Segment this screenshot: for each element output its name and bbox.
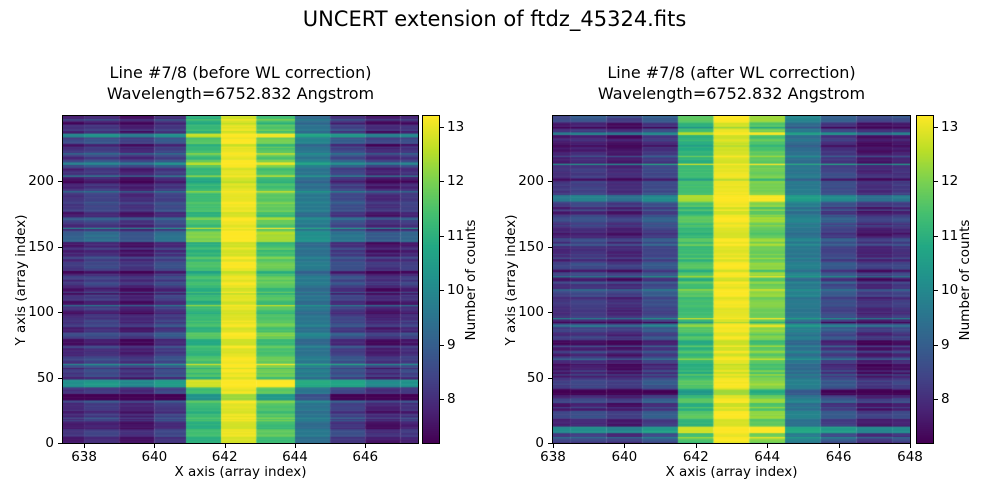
y-tick-label: 200	[28, 173, 54, 190]
y-tick-mark	[548, 246, 552, 248]
y-tick-label: 150	[28, 238, 54, 255]
y-tick-mark	[58, 246, 62, 248]
x-tick-label: 642	[682, 449, 709, 465]
x-tick-label: 646	[352, 449, 379, 465]
colorbar-label: Number of counts	[957, 219, 973, 340]
colorbar-tick-mark	[440, 399, 444, 401]
x-tick-mark	[910, 444, 911, 448]
colorbar-tick-mark	[934, 235, 938, 237]
y-tick-label: 50	[36, 369, 54, 386]
y-tick-mark	[548, 377, 552, 379]
colorbar-tick-label: 13	[447, 118, 465, 135]
x-tick-label: 642	[211, 449, 238, 465]
figure-title: UNCERT extension of ftdz_45324.fits	[302, 7, 687, 31]
x-tick-label: 638	[71, 449, 97, 465]
subplot-title-line1: Line #7/8 (after WL correction)	[607, 63, 856, 82]
y-axis-label: Y axis (array index)	[503, 213, 519, 346]
x-tick-label: 644	[754, 449, 781, 465]
colorbar-tick-mark	[440, 235, 444, 237]
subplot-title: Line #7/8 (after WL correction) Waveleng…	[598, 62, 865, 104]
subplot-title-line2: Wavelength=6752.832 Angstrom	[106, 84, 375, 103]
heatmap-canvas	[63, 116, 418, 443]
colorbar-tick-label: 13	[941, 118, 959, 135]
colorbar-tick-label: 12	[941, 173, 959, 190]
subplot-title-line1: Line #7/8 (before WL correction)	[109, 63, 372, 82]
y-tick-mark	[548, 312, 552, 314]
y-tick-mark	[58, 312, 62, 314]
colorbar-border	[422, 115, 440, 444]
colorbar-tick-label: 10	[941, 282, 959, 299]
y-tick-mark	[58, 443, 62, 444]
colorbar-tick-mark	[440, 344, 444, 346]
x-tick-label: 640	[141, 449, 168, 465]
x-axis-label: X axis (array index)	[174, 464, 307, 480]
x-tick-mark	[365, 444, 367, 448]
colorbar-border	[916, 115, 934, 444]
y-tick-label: 100	[28, 304, 54, 321]
colorbar-tick-mark	[934, 126, 938, 128]
subplot-title: Line #7/8 (before WL correction) Wavelen…	[107, 62, 374, 104]
y-tick-label: 0	[45, 435, 54, 451]
x-tick-label: 646	[825, 449, 852, 465]
y-tick-label: 150	[518, 238, 544, 255]
x-tick-mark	[294, 444, 296, 448]
x-tick-mark	[84, 444, 86, 448]
y-tick-mark	[58, 377, 62, 379]
y-tick-mark	[548, 443, 552, 444]
x-tick-mark	[624, 444, 626, 448]
y-tick-label: 200	[518, 173, 544, 190]
colorbar-tick-label: 8	[941, 391, 950, 408]
colorbar-tick-mark	[934, 290, 938, 292]
axes-border	[62, 115, 419, 444]
x-tick-mark	[154, 444, 156, 448]
x-tick-mark	[224, 444, 226, 448]
colorbar-tick-mark	[440, 181, 444, 183]
colorbar-label: Number of counts	[463, 219, 479, 340]
colorbar-tick-label: 11	[447, 227, 465, 244]
colorbar-tick-mark	[440, 290, 444, 292]
y-tick-mark	[548, 181, 552, 183]
colorbar-tick-mark	[934, 399, 938, 401]
y-tick-mark	[58, 181, 62, 183]
x-tick-mark	[553, 444, 554, 448]
colorbar-gradient	[423, 116, 439, 443]
x-tick-label: 640	[611, 449, 638, 465]
colorbar-tick-label: 9	[447, 336, 456, 353]
colorbar-tick-mark	[440, 126, 444, 128]
x-tick-mark	[695, 444, 697, 448]
x-tick-label: 644	[282, 449, 308, 465]
y-axis-label: Y axis (array index)	[13, 213, 29, 346]
x-tick-label: 648	[897, 449, 923, 465]
colorbar-tick-mark	[934, 181, 938, 183]
x-axis-label: X axis (array index)	[665, 464, 798, 480]
colorbar-tick-label: 12	[447, 173, 465, 190]
colorbar-tick-label: 8	[447, 391, 456, 408]
colorbar-tick-label: 9	[941, 336, 950, 353]
colorbar-gradient	[917, 116, 933, 443]
x-tick-label: 638	[540, 449, 566, 465]
colorbar-tick-label: 10	[447, 282, 465, 299]
subplot-title-line2: Wavelength=6752.832 Angstrom	[597, 84, 866, 103]
axes-border	[552, 115, 911, 444]
colorbar-tick-label: 11	[941, 227, 959, 244]
y-tick-label: 50	[526, 369, 544, 386]
y-tick-label: 100	[518, 304, 544, 321]
x-tick-mark	[838, 444, 840, 448]
heatmap-canvas	[553, 116, 910, 443]
y-tick-label: 0	[535, 435, 544, 451]
colorbar-tick-mark	[934, 344, 938, 346]
x-tick-mark	[767, 444, 769, 448]
